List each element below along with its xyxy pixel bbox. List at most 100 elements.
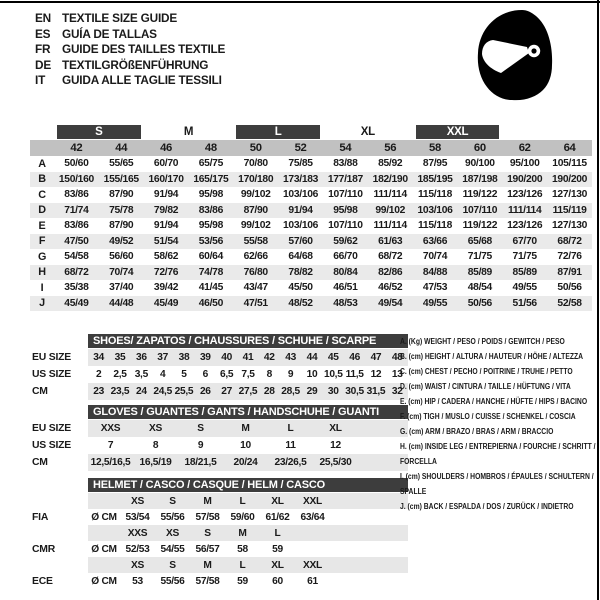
measurement-cell: 67/70 bbox=[502, 233, 548, 249]
shoes-cell: 27,5 bbox=[237, 383, 259, 400]
measurement-cell: 111/114 bbox=[373, 220, 408, 232]
guide-title: TEXTILE SIZE GUIDE bbox=[62, 11, 178, 25]
measurement-cell: 53/56 bbox=[188, 233, 234, 249]
measurement-row: E 83/86 87/90 91/94 95/98 99/102 103/106 107/11… bbox=[30, 218, 592, 234]
shoes-cell: 24 bbox=[130, 383, 152, 400]
measurement-cell: 71/74 bbox=[54, 202, 99, 218]
measurement-cell: 49/54 bbox=[367, 295, 413, 311]
measurement-cell: 52/58 bbox=[547, 295, 592, 311]
measurement-cell: 150/160 bbox=[54, 171, 99, 187]
row-label: EU SIZE bbox=[30, 349, 88, 366]
measurement-cell: 185/195 bbox=[412, 171, 458, 187]
measurement-cell: 87/90 bbox=[233, 202, 279, 218]
measurement-cell: 65/68 bbox=[457, 233, 503, 249]
helmet-size-cell: S bbox=[190, 525, 225, 541]
corner-cell bbox=[30, 140, 54, 156]
size-header-cell: 50 bbox=[233, 140, 279, 156]
shoes-cell: 38 bbox=[173, 349, 195, 366]
measurement-cell: 68/72 bbox=[54, 264, 99, 280]
measurement-cell: 91/94 bbox=[153, 220, 179, 232]
measurement-row: C 83/86 87/90 91/94 95/98 99/102 103/106 107/11… bbox=[30, 187, 592, 203]
measurement-cell: 99/102 bbox=[240, 220, 271, 232]
size-group-label: S bbox=[57, 125, 141, 139]
size-group-label: L bbox=[236, 125, 320, 139]
empty-label-cell bbox=[30, 477, 88, 493]
size-header-cell: 48 bbox=[188, 140, 234, 156]
shoes-cell: 32 bbox=[386, 383, 408, 400]
measurement-cell: 119/122 bbox=[462, 220, 498, 232]
helmet-value-cell: 59/60 bbox=[230, 511, 255, 523]
measurement-cell: 59/62 bbox=[322, 233, 368, 249]
language-row: FR GUIDE DES TAILLES TEXTILE bbox=[35, 42, 225, 58]
measurement-cell: 190/200 bbox=[547, 171, 592, 187]
measurement-cell: 50/56 bbox=[557, 282, 582, 294]
guide-title: GUÍA DE TALLAS bbox=[62, 26, 157, 41]
language-row: EN TEXTILE SIZE GUIDE bbox=[35, 11, 225, 27]
gloves-cell: XL bbox=[313, 420, 358, 437]
unit-label: Ø CM bbox=[91, 511, 117, 523]
measurement-legend: A. (Kg) WEIGHT / PESO / POIDS / GEWITCH … bbox=[400, 334, 598, 514]
measurement-cell: 54/58 bbox=[64, 251, 89, 263]
shoes-cell: 25,5 bbox=[173, 383, 195, 400]
helmet-value-cell: 59 bbox=[237, 575, 248, 587]
measurement-cell: 115/119 bbox=[547, 202, 592, 218]
gloves-size-table: GLOVES / GUANTES / GANTS / HANDSCHUHE / … bbox=[30, 404, 409, 471]
measurement-cell: 165/175 bbox=[188, 171, 234, 187]
helmet-size-cell: XS bbox=[120, 493, 155, 509]
shoes-cell: 23,5 bbox=[109, 383, 131, 400]
textile-size-table: S M L XL XXL 42 44 46 48 50 52 54 56 58 60 62 64 A 50/60 55… bbox=[30, 124, 592, 311]
measurement-row: F 47/50 49/52 51/54 53/56 55/58 57/60 59/62 61/6… bbox=[30, 233, 592, 249]
gloves-cell: S bbox=[178, 420, 223, 437]
helmet-value-cell: 53 bbox=[132, 575, 143, 587]
measurement-cell: 47/53 bbox=[422, 282, 448, 294]
measurement-row: A 50/60 55/65 60/70 65/75 70/80 75/85 83/88 85/9… bbox=[30, 156, 592, 172]
filler-cell bbox=[330, 557, 409, 573]
measurement-cell: 71/75 bbox=[467, 251, 493, 263]
gloves-cell: 20/24 bbox=[223, 454, 268, 471]
measurement-cell: 48/52 bbox=[278, 295, 323, 311]
measurement-cell: 119/122 bbox=[462, 189, 498, 201]
measurement-cell: 48/54 bbox=[467, 282, 493, 294]
measurement-cell: 85/89 bbox=[457, 264, 503, 280]
shoes-cell: 48 bbox=[386, 349, 408, 366]
row-label: D bbox=[30, 202, 54, 218]
empty-label-cell bbox=[30, 525, 88, 541]
measurement-cell: 60/70 bbox=[153, 158, 179, 170]
shoes-cell: 45 bbox=[322, 349, 344, 366]
measurement-cell: 55/58 bbox=[233, 233, 279, 249]
shoes-cell: 6,5 bbox=[220, 369, 234, 380]
filler-cell bbox=[358, 454, 409, 471]
shoes-cell: 12 bbox=[370, 369, 382, 380]
language-code: FR bbox=[35, 42, 51, 57]
measurement-cell: 107/110 bbox=[457, 202, 503, 218]
measurement-cell: 115/118 bbox=[418, 220, 453, 232]
measurement-cell: 71/75 bbox=[512, 251, 538, 263]
measurement-cell: 65/75 bbox=[198, 158, 224, 170]
size-group-cell: XXL bbox=[413, 124, 503, 140]
measurement-cell: 79/82 bbox=[143, 202, 189, 218]
helmet-value-cell: 60 bbox=[272, 575, 283, 587]
measurement-cell: 45/50 bbox=[288, 282, 313, 294]
measurement-row: G 54/58 56/60 58/62 60/64 62/66 64/68 66/70 68/7… bbox=[30, 249, 592, 265]
measurement-cell: 107/110 bbox=[328, 220, 363, 232]
shoes-cell: 41 bbox=[237, 349, 259, 366]
helmet-size-cell: L bbox=[260, 525, 295, 541]
measurement-cell: 45/49 bbox=[143, 295, 189, 311]
filler-cell bbox=[330, 525, 409, 541]
shoes-cell: 9 bbox=[287, 369, 294, 380]
helmet-size-header-row: XS S M L XL XXL bbox=[30, 493, 409, 509]
shoes-cell: 23 bbox=[88, 383, 110, 400]
measurement-cell: 72/76 bbox=[557, 251, 582, 263]
helmet-value-row: CMR Ø CM 52/53 54/55 56/57 58 59 bbox=[30, 541, 408, 557]
measurement-cell: 68/72 bbox=[378, 251, 403, 263]
row-label: G bbox=[37, 250, 47, 263]
filler-cell bbox=[358, 420, 409, 437]
measurement-cell: 62/66 bbox=[243, 251, 269, 263]
helmet-value-cell: 57/58 bbox=[195, 511, 220, 523]
size-header-row: 42 44 46 48 50 52 54 56 58 60 62 64 bbox=[30, 140, 592, 156]
row-label: C bbox=[38, 188, 46, 201]
shoes-cell: 29 bbox=[301, 383, 323, 400]
measurement-cell: 99/102 bbox=[240, 189, 271, 201]
helmet-size-table: HELMET / CASCO / CASQUE / HELM / CASCO XS… bbox=[30, 477, 409, 589]
right-border-line bbox=[597, 0, 599, 600]
